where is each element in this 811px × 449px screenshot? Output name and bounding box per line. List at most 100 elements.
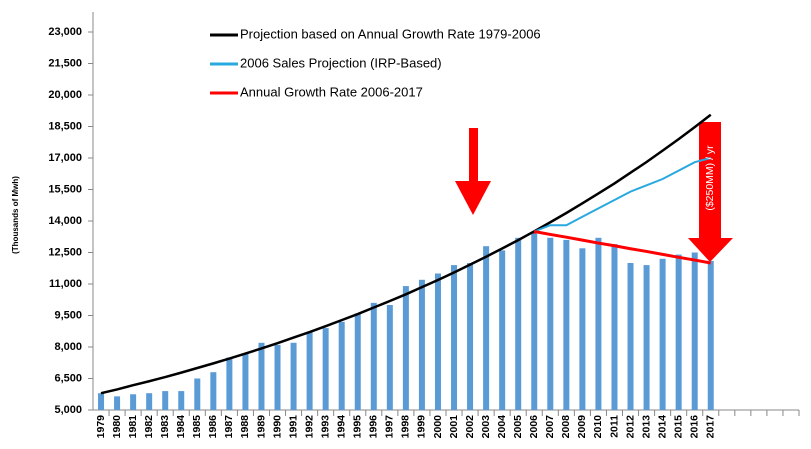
- x-tick-label: 1987: [223, 415, 235, 439]
- x-tick-label: 2014: [656, 415, 668, 439]
- bar: [595, 237, 602, 410]
- y-tick-label: 17,000: [48, 152, 82, 164]
- x-tick-label: 1979: [95, 415, 107, 439]
- x-tick-label: 1993: [319, 415, 331, 439]
- bar: [130, 394, 137, 410]
- bar: [370, 302, 377, 410]
- x-tick-label: 1981: [127, 415, 139, 439]
- annotation: ($250MM) / yr: [704, 145, 716, 211]
- x-tick-label: 1988: [239, 415, 251, 439]
- bar: [627, 263, 634, 410]
- x-tick-label: 2006: [528, 415, 540, 439]
- bar: [531, 233, 538, 410]
- bar: [178, 391, 185, 410]
- x-tick-label: 1982: [143, 415, 155, 439]
- bar: [98, 393, 105, 410]
- bar: [659, 258, 666, 410]
- x-tick-label: 1995: [352, 415, 364, 439]
- arrow: [455, 181, 491, 215]
- line: [100, 113, 712, 395]
- bar: [547, 237, 554, 410]
- y-tick-label: 18,500: [48, 120, 82, 132]
- x-tick-label: 2012: [624, 415, 636, 439]
- bar: [274, 344, 281, 410]
- x-tick-label: 1996: [368, 415, 380, 439]
- bar: [483, 246, 490, 410]
- x-tick-label: 2015: [672, 415, 684, 439]
- legend-label: Projection based on Annual Growth Rate 1…: [240, 26, 541, 41]
- x-tick-label: 1991: [287, 415, 299, 439]
- line: [533, 230, 712, 265]
- bar: [338, 321, 345, 410]
- bar: [579, 248, 586, 410]
- x-tick-label: 1986: [207, 415, 219, 439]
- bar: [290, 342, 297, 410]
- arrow: [469, 128, 478, 182]
- bar: [611, 244, 618, 410]
- bar: [194, 378, 201, 410]
- x-tick-label: 1994: [335, 415, 347, 439]
- x-tick-label: 1985: [191, 415, 203, 439]
- bar: [434, 273, 441, 410]
- x-tick-label: 2013: [640, 415, 652, 439]
- bar: [467, 263, 474, 410]
- bar: [242, 353, 249, 410]
- bar: [418, 279, 425, 410]
- x-tick-label: 1984: [175, 415, 187, 439]
- bar: [402, 286, 409, 410]
- x-tick-label: 2010: [592, 415, 604, 439]
- bar: [515, 237, 522, 410]
- bar: [386, 305, 393, 410]
- x-tick-label: 1997: [384, 415, 396, 439]
- y-tick-label: 9,500: [54, 309, 82, 321]
- x-tick-label: 2002: [464, 415, 476, 439]
- x-tick-label: 1990: [271, 415, 283, 439]
- arrow: [688, 238, 733, 262]
- x-tick-label: 1999: [416, 415, 428, 439]
- x-tick-label: 2008: [560, 415, 572, 439]
- y-tick-label: 8,000: [54, 341, 82, 353]
- bar: [322, 328, 329, 410]
- bar: [306, 332, 313, 410]
- x-tick-label: 2011: [608, 415, 620, 438]
- x-tick-label: 2009: [576, 415, 588, 439]
- x-tick-label: 2004: [496, 415, 508, 439]
- bar: [162, 391, 169, 410]
- bar: [707, 260, 714, 410]
- x-tick-label: 1992: [303, 415, 315, 439]
- x-tick-label: 1980: [111, 415, 123, 439]
- x-tick-label: 2007: [544, 415, 556, 439]
- y-tick-label: 15,500: [48, 183, 82, 195]
- x-tick-label: 1989: [255, 415, 267, 439]
- y-tick-label: 23,000: [48, 26, 82, 38]
- y-tick-label: 20,000: [48, 89, 82, 101]
- y-tick-label: 5,000: [54, 404, 82, 416]
- arrow: [699, 122, 721, 239]
- bar: [354, 313, 361, 410]
- bar: [563, 239, 570, 410]
- y-tick-label: 21,500: [48, 57, 82, 69]
- legend-label: Annual Growth Rate 2006-2017: [240, 84, 423, 99]
- legend-label: 2006 Sales Projection (IRP-Based): [240, 55, 442, 70]
- y-tick-label: 12,500: [48, 246, 82, 258]
- x-tick-label: 2003: [480, 415, 492, 439]
- legend: Projection based on Annual Growth Rate 1…: [210, 26, 541, 99]
- x-tick-label: 1998: [400, 415, 412, 439]
- y-axis-label: (Thousands of Mwh): [11, 176, 20, 254]
- x-tick-label: 2017: [705, 415, 717, 439]
- x-tick-label: 1983: [159, 415, 171, 439]
- bar: [258, 342, 265, 410]
- bar: [451, 265, 458, 410]
- bar: [499, 250, 506, 410]
- x-tick-label: 2005: [512, 415, 524, 439]
- x-tick-label: 2000: [432, 415, 444, 439]
- bar: [114, 396, 121, 410]
- line: [533, 157, 712, 233]
- bar: [691, 252, 698, 410]
- y-tick-label: 14,000: [48, 215, 82, 227]
- x-tick-label: 2016: [688, 415, 700, 439]
- x-tick-label: 2001: [448, 415, 460, 439]
- y-tick-label: 6,500: [54, 372, 82, 384]
- bar: [675, 254, 682, 410]
